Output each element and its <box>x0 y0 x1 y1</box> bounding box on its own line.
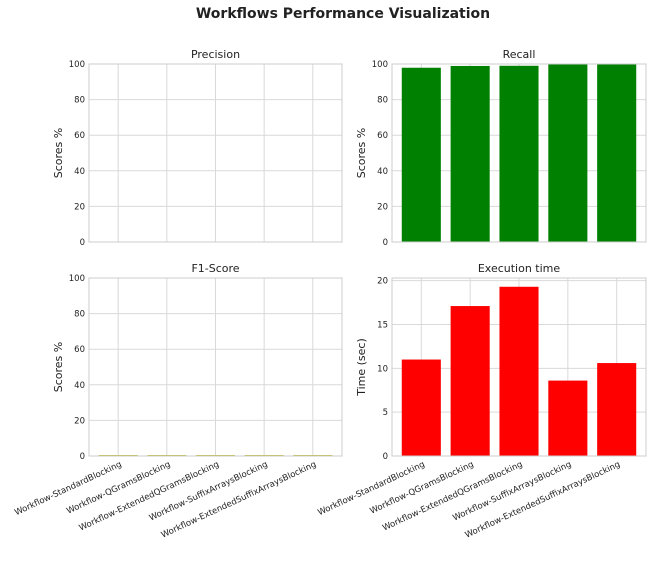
bar-workflow-extendedsuffixarraysblocking <box>597 363 637 456</box>
y-tick-label: 20 <box>377 277 388 287</box>
bar-workflow-extendedqgramsblocking <box>499 286 539 456</box>
y-tick-label: 20 <box>377 202 388 212</box>
y-tick-label: 100 <box>69 274 85 284</box>
bar-workflow-extendedqgramsblocking <box>499 65 539 242</box>
y-tick-label: 80 <box>74 310 85 320</box>
y-axis-label: Time (sec) <box>355 338 368 397</box>
subplot-title: Precision <box>191 48 240 61</box>
chart-recall: Recall 0 20 40 60 80 100 Scores % <box>355 48 647 248</box>
y-tick-label: 0 <box>80 238 85 248</box>
axes-frame <box>391 277 647 457</box>
bar-workflow-suffixarraysblocking <box>548 64 588 242</box>
y-tick-label: 10 <box>377 364 388 374</box>
bar-workflow-suffixarraysblocking <box>548 380 588 456</box>
y-axis-label: Scores % <box>355 128 368 179</box>
chart-precision: Precision 0 20 40 60 80 100 Scores % <box>52 48 343 248</box>
y-axis-label: Scores % <box>52 342 65 393</box>
subplot-title: F1-Score <box>191 262 239 275</box>
y-tick-label: 40 <box>74 381 85 391</box>
y-tick-label: 40 <box>377 167 388 177</box>
y-tick-label: 40 <box>74 167 85 177</box>
y-tick-label: 60 <box>74 345 85 355</box>
bar-workflow-standardblocking <box>401 359 441 456</box>
y-axis-label: Scores % <box>52 128 65 179</box>
y-tick-label: 80 <box>377 96 388 106</box>
axes-frame <box>88 63 343 243</box>
y-tick-label: 60 <box>377 131 388 141</box>
y-tick-label: 80 <box>74 96 85 106</box>
bar-workflow-extendedsuffixarraysblocking <box>597 64 637 242</box>
y-tick-label: 0 <box>383 452 388 462</box>
y-tick-label: 20 <box>74 416 85 426</box>
y-tick-label: 100 <box>372 60 388 70</box>
bar-workflow-standardblocking <box>401 67 441 242</box>
subplot-title: Execution time <box>478 262 561 275</box>
y-tick-label: 0 <box>80 452 85 462</box>
y-tick-label: 15 <box>377 320 388 330</box>
y-tick-label: 60 <box>74 131 85 141</box>
y-tick-label: 5 <box>383 408 388 418</box>
bar-workflow-qgramsblocking <box>450 306 490 456</box>
axes-frame <box>88 277 343 457</box>
subplot-title: Recall <box>503 48 536 61</box>
figure-title: Workflows Performance Visualization <box>196 6 490 22</box>
y-tick-label: 20 <box>74 202 85 212</box>
y-tick-label: 100 <box>69 60 85 70</box>
bar-workflow-qgramsblocking <box>450 65 490 242</box>
axes-frame <box>391 63 647 243</box>
y-tick-label: 0 <box>383 238 388 248</box>
